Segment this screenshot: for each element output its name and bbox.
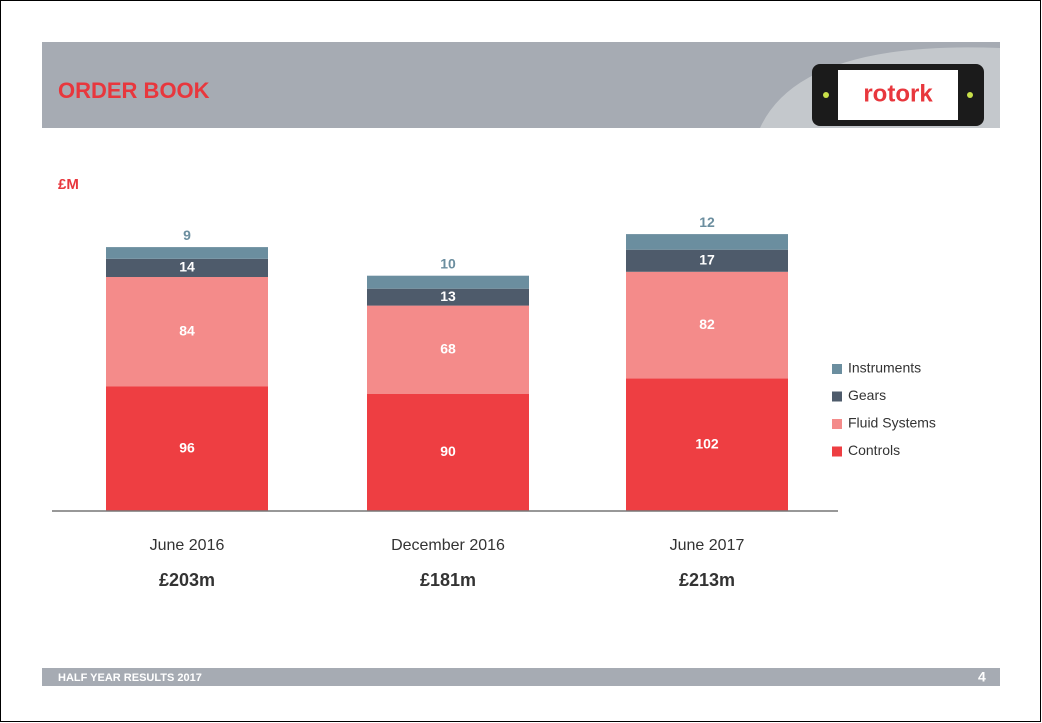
bar-segment: [367, 288, 529, 306]
bar-segment: [626, 249, 788, 272]
logo-text: rotork: [863, 80, 933, 107]
legend-swatch: [832, 419, 842, 429]
unit-label: £M: [58, 176, 79, 193]
x-tick-label: December 2016: [391, 537, 505, 554]
legend-label: Instruments: [848, 360, 921, 376]
total-label: £181m: [420, 570, 476, 590]
total-label: £203m: [159, 570, 215, 590]
legend-swatch: [832, 446, 842, 457]
data-label: 102: [695, 435, 719, 451]
data-label: 82: [699, 316, 715, 332]
logo-light: [967, 92, 973, 98]
logo-light: [823, 92, 829, 98]
legend-label: Controls: [848, 442, 900, 458]
data-label: 12: [699, 214, 715, 230]
data-label: 9: [183, 227, 191, 243]
page-number: 4: [978, 669, 986, 685]
legend-swatch: [832, 364, 842, 374]
bar-segment: [626, 234, 788, 250]
data-label: 14: [179, 259, 195, 275]
x-tick-label: June 2016: [150, 537, 225, 554]
data-label: 96: [179, 439, 195, 455]
data-label: 84: [179, 322, 195, 338]
data-label: 68: [440, 341, 456, 357]
legend-label: Gears: [848, 387, 886, 403]
bar-segment: [367, 394, 529, 511]
data-label: 13: [440, 288, 456, 304]
title: ORDER BOOK: [58, 78, 210, 103]
bar-segment: [626, 271, 788, 379]
bar-segment: [367, 275, 529, 289]
bar-segment: [106, 386, 268, 511]
data-label: 90: [440, 443, 456, 459]
data-label: 10: [440, 255, 456, 271]
footer-text: HALF YEAR RESULTS 2017: [58, 672, 202, 684]
data-label: 17: [699, 251, 715, 267]
footer-bar: [42, 668, 1000, 686]
total-label: £213m: [679, 570, 735, 590]
legend-swatch: [832, 391, 842, 402]
bar-segment: [106, 247, 268, 259]
x-tick-label: June 2017: [670, 537, 745, 554]
logo-panel: [838, 70, 958, 120]
bar-segment: [106, 277, 268, 387]
bar-segment: [106, 258, 268, 277]
legend-label: Fluid Systems: [848, 415, 936, 431]
bar-segment: [367, 305, 529, 394]
bar-segment: [626, 378, 788, 511]
